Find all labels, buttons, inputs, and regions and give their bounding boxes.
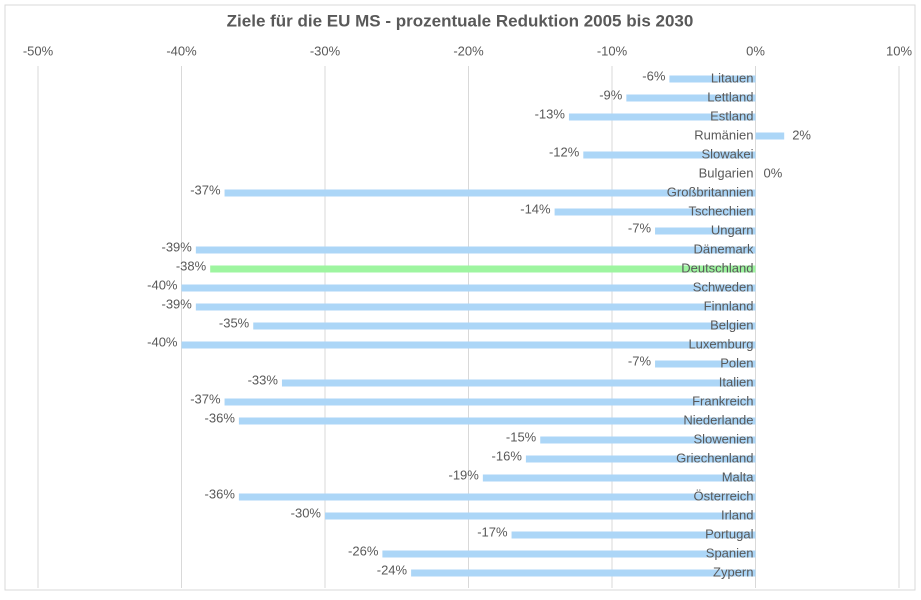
value-label: -17% — [477, 524, 508, 539]
value-label: -36% — [205, 410, 236, 425]
value-label: -7% — [628, 353, 652, 368]
bar — [511, 531, 756, 539]
value-label: -15% — [506, 429, 537, 444]
value-label: -13% — [535, 106, 566, 121]
bar — [540, 436, 756, 444]
value-label: -35% — [219, 315, 250, 330]
category-label: Niederlande — [683, 412, 753, 427]
category-label: Polen — [720, 355, 753, 370]
value-label: -19% — [448, 467, 479, 482]
value-label: -7% — [628, 220, 652, 235]
value-label: -37% — [190, 182, 221, 197]
x-tick-label: -40% — [166, 43, 197, 58]
category-label: Griechenland — [676, 450, 753, 465]
bar — [238, 493, 756, 501]
value-label: -40% — [147, 277, 178, 292]
value-label: -26% — [348, 543, 379, 558]
x-tick-label: -50% — [23, 43, 54, 58]
bar — [583, 151, 756, 159]
bar — [210, 265, 756, 273]
category-label: Großbritannien — [667, 184, 754, 199]
bar — [281, 379, 756, 387]
bar — [224, 398, 756, 406]
bar — [195, 303, 756, 311]
bar — [238, 417, 756, 425]
value-label: -24% — [377, 562, 408, 577]
bar — [224, 189, 756, 197]
value-label: -39% — [161, 296, 192, 311]
category-label: Rumänien — [694, 127, 753, 142]
value-label: -30% — [291, 505, 322, 520]
value-label: 2% — [792, 127, 811, 142]
category-label: Zypern — [713, 564, 753, 579]
chart-title: Ziele für die EU MS - prozentuale Redukt… — [227, 11, 694, 30]
bar — [382, 550, 756, 558]
bar — [568, 113, 756, 121]
bar — [482, 474, 756, 482]
category-label: Schweden — [693, 279, 754, 294]
category-label: Bulgarien — [699, 165, 754, 180]
bar — [655, 360, 756, 368]
category-label: Österreich — [694, 488, 754, 503]
bar — [253, 322, 756, 330]
category-label: Luxemburg — [688, 336, 753, 351]
category-label: Irland — [721, 507, 754, 522]
category-label: Tschechien — [688, 203, 753, 218]
bar — [525, 455, 756, 463]
value-label: -14% — [520, 201, 551, 216]
category-label: Litauen — [711, 70, 754, 85]
bar — [325, 512, 756, 520]
x-tick-label: -10% — [597, 43, 628, 58]
x-tick-label: 0% — [746, 43, 765, 58]
category-label: Spanien — [706, 545, 754, 560]
chart-frame — [4, 4, 916, 591]
bar — [626, 94, 756, 102]
value-label: -33% — [248, 372, 279, 387]
value-label: 0% — [764, 165, 783, 180]
value-label: -6% — [642, 68, 666, 83]
bar — [181, 341, 756, 349]
category-label: Dänemark — [694, 241, 754, 256]
value-label: -9% — [599, 87, 623, 102]
category-label: Belgien — [710, 317, 753, 332]
x-tick-label: -20% — [453, 43, 484, 58]
category-label: Deutschland — [681, 260, 753, 275]
category-label: Portugal — [705, 526, 754, 541]
value-label: -12% — [549, 144, 580, 159]
value-label: -36% — [205, 486, 236, 501]
value-label: -38% — [176, 258, 207, 273]
value-label: -39% — [161, 239, 192, 254]
value-label: -37% — [190, 391, 221, 406]
category-label: Lettland — [707, 89, 753, 104]
category-label: Frankreich — [692, 393, 753, 408]
value-label: -40% — [147, 334, 178, 349]
x-tick-label: -30% — [310, 43, 341, 58]
value-label: -16% — [492, 448, 523, 463]
bar — [669, 75, 756, 83]
category-label: Malta — [722, 469, 755, 484]
category-label: Ungarn — [711, 222, 754, 237]
bar — [655, 227, 756, 235]
bar — [755, 132, 785, 140]
category-label: Estland — [710, 108, 753, 123]
bar — [554, 208, 756, 216]
category-label: Finnland — [704, 298, 754, 313]
category-label: Slowenien — [694, 431, 754, 446]
category-label: Italien — [719, 374, 754, 389]
bar — [411, 569, 756, 577]
bar — [195, 246, 756, 254]
bar — [181, 284, 756, 292]
x-tick-label: 10% — [886, 43, 912, 58]
category-label: Slowakei — [701, 146, 753, 161]
